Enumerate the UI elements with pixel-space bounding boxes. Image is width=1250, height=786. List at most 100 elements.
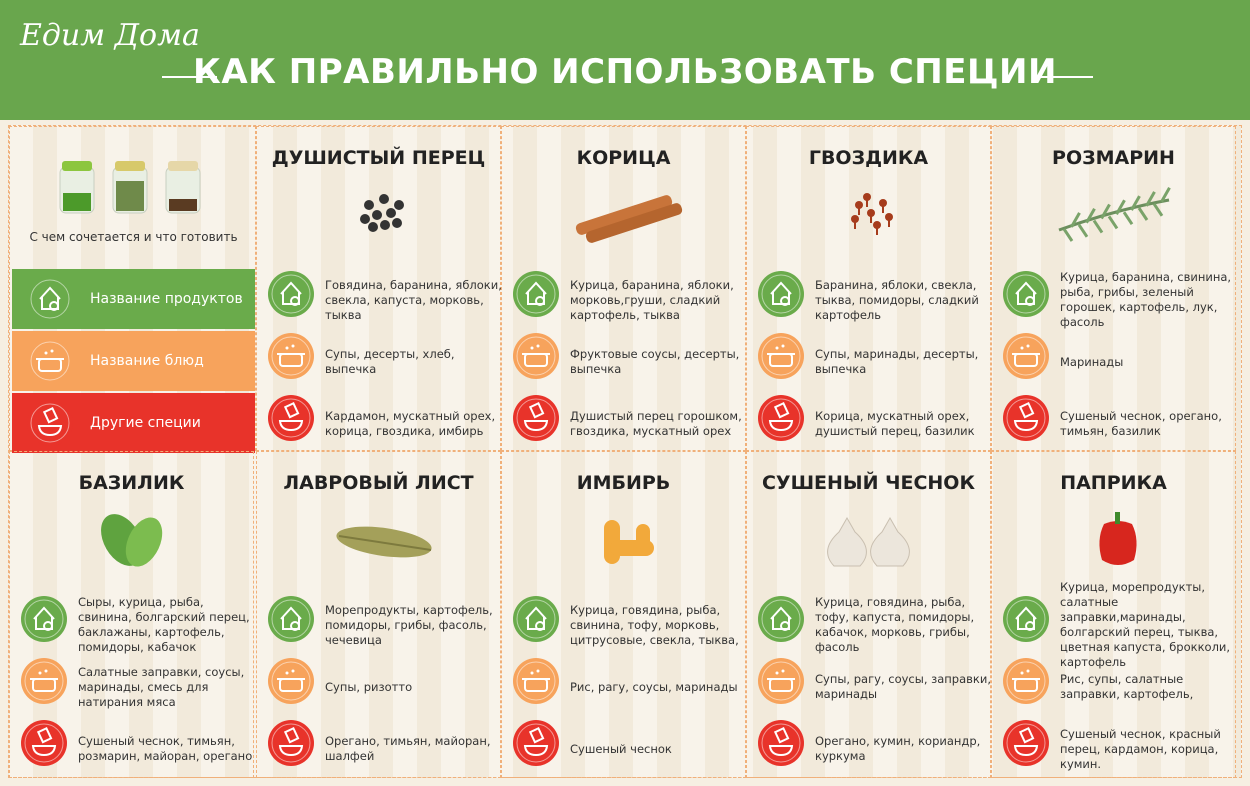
row-icon [1003,271,1049,317]
legend-caption: С чем сочетается и что готовить [29,230,238,244]
legend-item: Название продуктов [12,269,255,329]
row-icon [758,658,804,704]
spice-illustration [575,195,683,243]
row-icon [1003,658,1049,704]
pairing-row: Сушеный чеснок, тимьян, розмарин, майора… [20,719,252,779]
spice-card: СУШЕНЫЙ ЧЕСНОК Курица, говядина, рыба, то… [746,451,991,778]
pairing-text: Супы, рагу, соусы, заправки, маринады [815,672,992,701]
title-rule [1038,76,1093,78]
pairing-row: Курица, баранина, яблоки, морковь,груши,… [512,270,744,330]
row-icon [513,271,559,317]
pairing-row: Сушеный чеснок, красный перец, кардамон,… [1002,719,1234,779]
pairing-text: Баранина, яблоки, свекла, тыква, помидор… [815,277,979,322]
legend-label: Другие специи [90,415,201,431]
pairing-text: Сушеный чеснок, тимьян, розмарин, майора… [78,734,253,763]
row-icon [513,658,559,704]
row-icon [21,658,67,704]
pairing-row: Супы, рагу, соусы, заправки, маринады [757,657,991,717]
spice-illustration [604,520,654,564]
row-icon [758,395,804,441]
title-rule [162,76,217,78]
row-icon [1003,720,1049,766]
spice-card: ИМБИРЬ Курица, говядина, рыба, свинина, т… [501,451,746,778]
pairing-row: Маринады [1002,332,1234,392]
pairing-text: Сушеный чеснок [570,741,672,756]
header: Едим Дома КАК ПРАВИЛЬНО ИСПОЛЬЗОВАТЬ СПЕ… [0,0,1250,120]
pairing-text: Салатные заправки, соусы, маринады, смес… [78,664,245,709]
row-icon [1003,596,1049,642]
pairing-row: Кардамон, мускатный орех, корица, гвозди… [267,394,499,454]
pairing-text: Сушеный чеснок, орегано, тимьян, базилик [1060,409,1222,438]
row-icon [268,271,314,317]
spice-illustration [851,193,893,235]
pairing-text: Маринады [1060,354,1124,369]
row-icon [513,596,559,642]
pairing-text: Супы, десерты, хлеб, выпечка [325,347,455,376]
legend-label: Название продуктов [90,291,243,307]
legend: С чем сочетается и что готовить Название… [9,126,256,453]
pairing-row: Супы, маринады, десерты, выпечка [757,332,989,392]
row-icon [758,271,804,317]
pairing-row: Рис, рагу, соусы, маринады [512,657,744,717]
pairing-row: Сушеный чеснок, орегано, тимьян, базилик [1002,394,1234,454]
spice-name: КОРИЦА [576,147,671,169]
pairing-row: Баранина, яблоки, свекла, тыква, помидор… [757,270,989,330]
spice-card: ЛАВРОВЫЙ ЛИСТ Морепродукты, картофель, по… [256,451,501,778]
row-icon [27,338,73,384]
pairing-row: Фруктовые соусы, десерты, выпечка [512,332,744,392]
pairing-text: Супы, маринады, десерты, выпечка [815,347,979,376]
board: С чем сочетается и что готовить Название… [8,125,1242,778]
spice-illustration [336,526,432,558]
row-icon [268,395,314,441]
row-icon [758,333,804,379]
spice-name: ПАПРИКА [1060,472,1167,494]
pairing-row: Орегано, тимьян, майоран, шалфей [267,719,499,779]
pairing-row: Рис, супы, салатные заправки, картофель, [1002,657,1234,717]
row-icon [27,276,73,322]
row-icon [1003,333,1049,379]
row-icon [268,333,314,379]
pairing-text: Фруктовые соусы, десерты, выпечка [570,347,740,376]
spice-name: ИМБИРЬ [576,472,671,494]
spice-card: ПАПРИКА Курица, морепродукты, салатные за… [991,451,1236,778]
spice-name: БАЗИЛИК [78,472,185,494]
pairing-text: Курица, морепродукты, салатные заправки,… [1060,580,1231,669]
pairing-text: Кардамон, мускатный орех, корица, гвозди… [325,409,496,438]
spice-card: КОРИЦА Курица, баранина, яблоки, морковь,… [501,126,746,451]
spice-illustration [827,516,910,567]
spice-name: ЛАВРОВЫЙ ЛИСТ [283,472,474,494]
pairing-text: Сушеный чеснок, красный перец, кардамон,… [1060,726,1221,771]
legend-item: Другие специи [12,393,255,453]
pairing-row: Сыры, курица, рыба, свинина, болгарский … [20,595,252,655]
legend-label: Название блюд [90,353,204,369]
row-icon [513,395,559,441]
spice-name: СУШЕНЫЙ ЧЕСНОК [761,472,975,494]
pairing-text: Курица, говядина, рыба, тофу, капуста, п… [815,595,975,654]
spice-name: ГВОЗДИКА [808,147,929,169]
pairing-text: Орегано, тимьян, майоран, шалфей [325,734,491,763]
spice-illustration [1058,186,1171,242]
pairing-text: Морепродукты, картофель, помидоры, грибы… [325,602,493,647]
pairing-row: Курица, говядина, рыба, тофу, капуста, п… [757,595,989,655]
row-icon [268,596,314,642]
pairing-row: Орегано, кумин, кориандр, куркума [757,719,989,779]
spice-illustration [101,514,163,567]
spice-card: БАЗИЛИК Сыры, курица, рыба, свинина, болг… [9,451,254,778]
pairing-text: Рис, супы, салатные заправки, картофель, [1060,672,1194,701]
spice-name: РОЗМАРИН [1052,147,1175,169]
page-title: КАК ПРАВИЛЬНО ИСПОЛЬЗОВАТЬ СПЕЦИИ [193,52,1057,92]
row-icon [758,596,804,642]
row-icon [513,720,559,766]
pairing-row: Душистый перец горошком, гвоздика, муска… [512,394,744,454]
pairing-row: Супы, ризотто [267,657,499,717]
pairing-row: Сушеный чеснок [512,719,744,779]
row-icon [1003,395,1049,441]
row-icon [758,720,804,766]
row-icon [27,400,73,446]
row-icon [513,333,559,379]
spice-name: ДУШИСТЫЙ ПЕРЕЦ [271,147,486,169]
pairing-text: Орегано, кумин, кориандр, куркума [815,734,981,763]
pairing-text: Супы, ризотто [325,679,413,694]
pairing-row: Супы, десерты, хлеб, выпечка [267,332,499,392]
